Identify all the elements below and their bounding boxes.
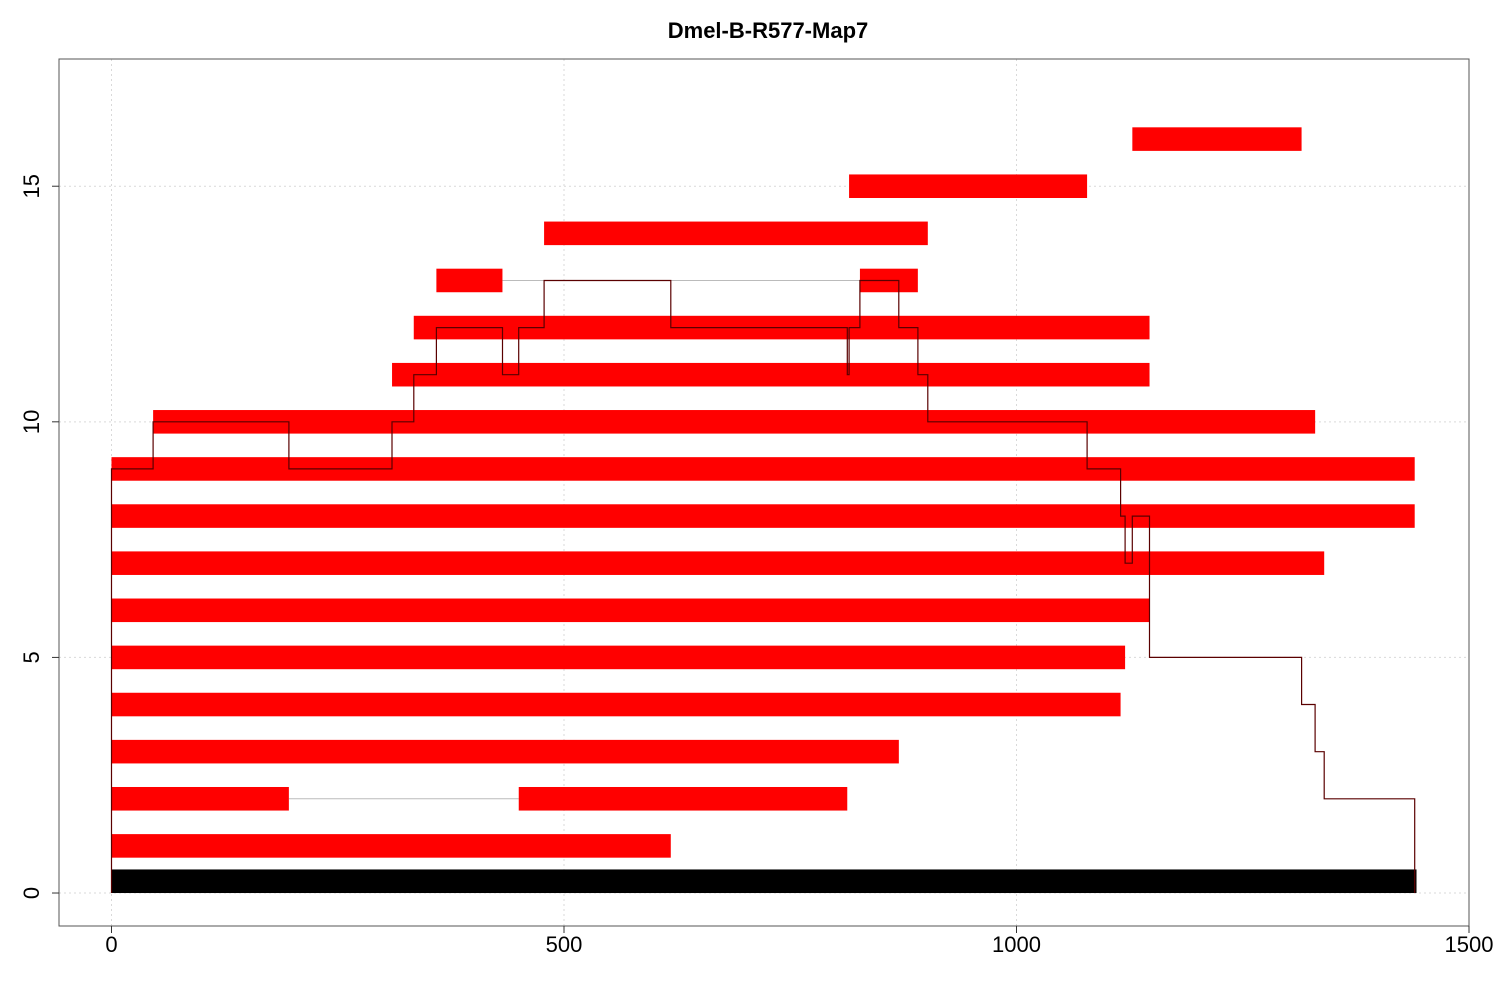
read-bar (111, 739, 899, 764)
chart-title: Dmel-B-R577-Map7 (668, 18, 869, 43)
x-tick-label: 500 (546, 932, 583, 957)
y-tick-label: 0 (19, 887, 44, 899)
read-bar (392, 362, 1150, 387)
reference-bar (111, 869, 1417, 894)
read-bar (111, 504, 1415, 528)
read-bar (1132, 127, 1302, 151)
y-tick-label: 15 (19, 174, 44, 198)
coverage-line (110, 279, 1416, 893)
read-bar (436, 268, 503, 293)
x-axis: 0 500 1000 1500 (105, 926, 1493, 957)
x-tick-label: 1000 (992, 932, 1041, 957)
read-bar (544, 221, 928, 246)
read-bar (111, 457, 1415, 481)
read-bar (153, 410, 1316, 434)
x-tick-label: 1500 (1445, 932, 1494, 957)
read-connectors (288, 279, 860, 800)
read-bar (849, 174, 1088, 199)
read-bar (111, 551, 1325, 575)
read-bars (111, 127, 1417, 894)
read-bar (111, 598, 1150, 623)
read-bar (111, 834, 671, 858)
read-bar (111, 692, 1121, 717)
plot-frame (58, 58, 1470, 927)
y-tick-label: 10 (19, 410, 44, 434)
read-bar (111, 645, 1126, 670)
x-tick-label: 0 (105, 932, 117, 957)
y-axis: 0 5 10 15 (19, 174, 59, 899)
read-bar (111, 786, 289, 811)
coverage-polyline (110, 279, 1416, 893)
read-bar (518, 786, 848, 811)
y-tick-label: 5 (19, 651, 44, 663)
